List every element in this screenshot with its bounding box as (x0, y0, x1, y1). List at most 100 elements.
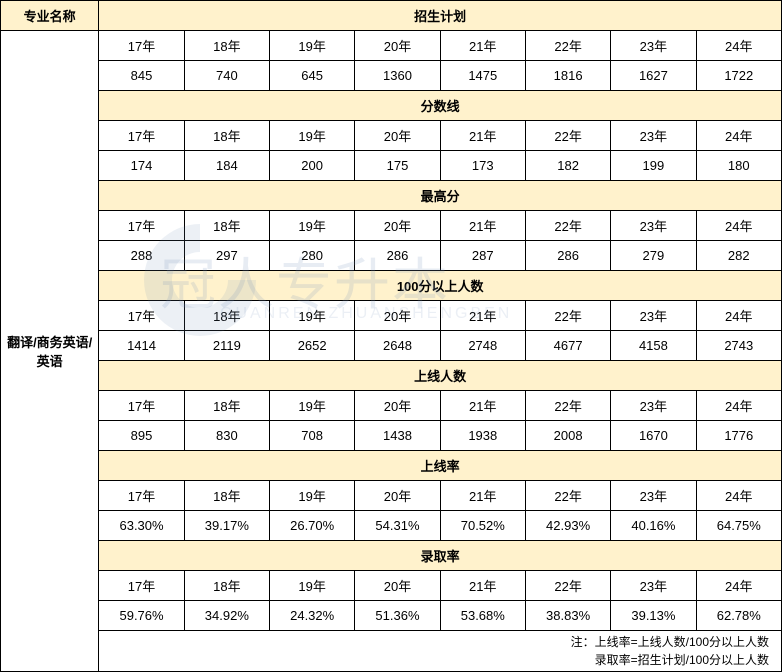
year-3-3: 20年 (355, 301, 440, 331)
val-1-0: 174 (99, 151, 184, 181)
val-3-7: 2743 (696, 331, 781, 361)
year-0-6: 23年 (611, 31, 696, 61)
year-1-6: 23年 (611, 121, 696, 151)
year-3-5: 22年 (525, 301, 610, 331)
section-title-6: 录取率 (99, 541, 782, 571)
year-5-5: 22年 (525, 481, 610, 511)
val-0-4: 1475 (440, 61, 525, 91)
year-6-5: 22年 (525, 571, 610, 601)
year-1-0: 17年 (99, 121, 184, 151)
val-5-7: 64.75% (696, 511, 781, 541)
val-3-4: 2748 (440, 331, 525, 361)
val-6-0: 59.76% (99, 601, 184, 631)
year-6-3: 20年 (355, 571, 440, 601)
year-2-2: 19年 (270, 211, 355, 241)
admissions-table: 专业名称招生计划翻译/商务英语/英语17年18年19年20年21年22年23年2… (0, 0, 782, 672)
year-3-2: 19年 (270, 301, 355, 331)
year-5-2: 19年 (270, 481, 355, 511)
footnote-line2: 录取率=招生计划/100分以上人数 (101, 651, 769, 669)
year-1-3: 20年 (355, 121, 440, 151)
year-3-0: 17年 (99, 301, 184, 331)
val-6-7: 62.78% (696, 601, 781, 631)
section-title-2: 最高分 (99, 181, 782, 211)
val-6-2: 24.32% (270, 601, 355, 631)
val-3-5: 4677 (525, 331, 610, 361)
val-0-2: 645 (270, 61, 355, 91)
val-2-6: 279 (611, 241, 696, 271)
section-title-4: 上线人数 (99, 361, 782, 391)
val-4-7: 1776 (696, 421, 781, 451)
val-4-1: 830 (184, 421, 269, 451)
year-1-4: 21年 (440, 121, 525, 151)
year-3-6: 23年 (611, 301, 696, 331)
val-4-2: 708 (270, 421, 355, 451)
year-6-7: 24年 (696, 571, 781, 601)
year-1-7: 24年 (696, 121, 781, 151)
year-0-5: 22年 (525, 31, 610, 61)
val-1-2: 200 (270, 151, 355, 181)
year-2-6: 23年 (611, 211, 696, 241)
val-5-0: 63.30% (99, 511, 184, 541)
val-6-3: 51.36% (355, 601, 440, 631)
year-6-0: 17年 (99, 571, 184, 601)
year-5-0: 17年 (99, 481, 184, 511)
section-title-5: 上线率 (99, 451, 782, 481)
section-title-3: 100分以上人数 (99, 271, 782, 301)
year-6-2: 19年 (270, 571, 355, 601)
year-6-6: 23年 (611, 571, 696, 601)
val-0-7: 1722 (696, 61, 781, 91)
year-4-3: 20年 (355, 391, 440, 421)
year-2-7: 24年 (696, 211, 781, 241)
val-0-3: 1360 (355, 61, 440, 91)
val-1-5: 182 (525, 151, 610, 181)
year-5-3: 20年 (355, 481, 440, 511)
val-4-6: 1670 (611, 421, 696, 451)
year-4-6: 23年 (611, 391, 696, 421)
year-3-4: 21年 (440, 301, 525, 331)
year-4-5: 22年 (525, 391, 610, 421)
major-value: 翻译/商务英语/英语 (1, 31, 99, 672)
year-4-1: 18年 (184, 391, 269, 421)
val-0-6: 1627 (611, 61, 696, 91)
year-2-0: 17年 (99, 211, 184, 241)
year-0-2: 19年 (270, 31, 355, 61)
val-3-6: 4158 (611, 331, 696, 361)
footnote: 注：上线率=上线人数/100分以上人数录取率=招生计划/100分以上人数 (99, 631, 782, 672)
val-1-7: 180 (696, 151, 781, 181)
year-4-4: 21年 (440, 391, 525, 421)
val-1-3: 175 (355, 151, 440, 181)
year-1-2: 19年 (270, 121, 355, 151)
val-2-3: 286 (355, 241, 440, 271)
val-5-2: 26.70% (270, 511, 355, 541)
year-4-7: 24年 (696, 391, 781, 421)
year-5-6: 23年 (611, 481, 696, 511)
year-5-1: 18年 (184, 481, 269, 511)
val-3-0: 1414 (99, 331, 184, 361)
val-5-5: 42.93% (525, 511, 610, 541)
val-3-3: 2648 (355, 331, 440, 361)
val-1-4: 173 (440, 151, 525, 181)
val-0-0: 845 (99, 61, 184, 91)
val-6-5: 38.83% (525, 601, 610, 631)
val-6-4: 53.68% (440, 601, 525, 631)
val-1-1: 184 (184, 151, 269, 181)
val-0-5: 1816 (525, 61, 610, 91)
col-major-label: 专业名称 (1, 1, 99, 31)
year-4-0: 17年 (99, 391, 184, 421)
val-4-4: 1938 (440, 421, 525, 451)
val-5-3: 54.31% (355, 511, 440, 541)
val-2-5: 286 (525, 241, 610, 271)
year-3-1: 18年 (184, 301, 269, 331)
year-1-1: 18年 (184, 121, 269, 151)
year-0-3: 20年 (355, 31, 440, 61)
year-0-7: 24年 (696, 31, 781, 61)
year-3-7: 24年 (696, 301, 781, 331)
year-5-7: 24年 (696, 481, 781, 511)
year-4-2: 19年 (270, 391, 355, 421)
section-title-1: 分数线 (99, 91, 782, 121)
year-6-1: 18年 (184, 571, 269, 601)
year-5-4: 21年 (440, 481, 525, 511)
val-2-2: 280 (270, 241, 355, 271)
val-2-1: 297 (184, 241, 269, 271)
val-5-1: 39.17% (184, 511, 269, 541)
